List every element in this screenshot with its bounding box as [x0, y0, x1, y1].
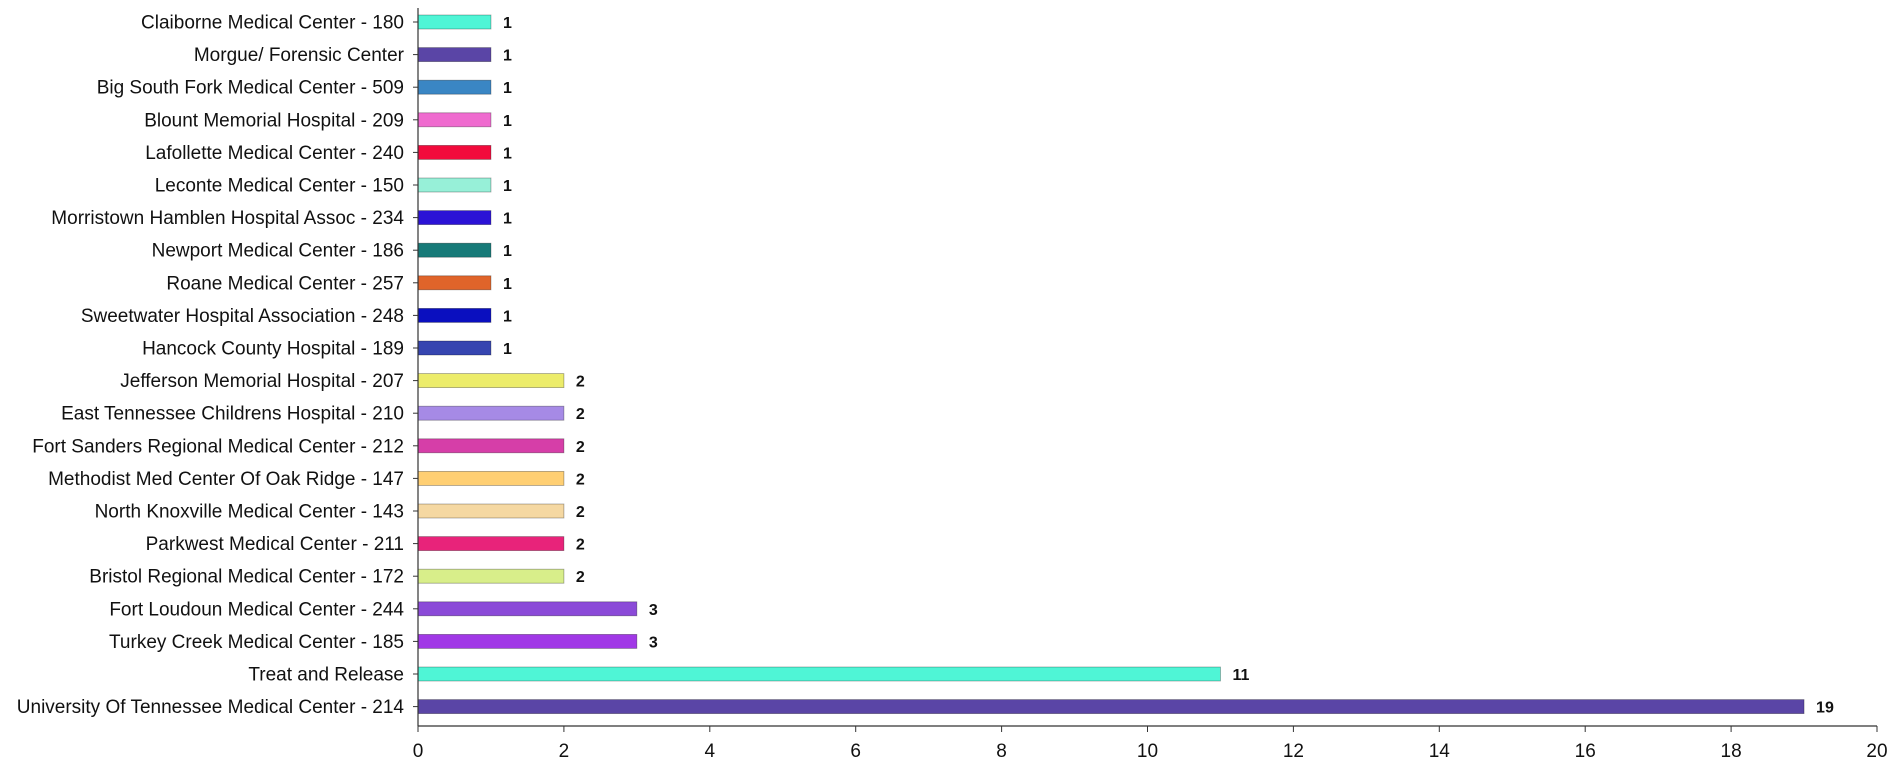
bar: [417, 340, 492, 356]
category-label: Blount Memorial Hospital - 209: [144, 110, 404, 131]
x-tick-label: 20: [1866, 741, 1887, 762]
bar: [417, 79, 492, 95]
category-label: Fort Loudoun Medical Center - 244: [109, 599, 404, 620]
x-tick-label: 12: [1283, 741, 1304, 762]
bar: [417, 503, 565, 519]
value-label: 2: [576, 504, 585, 521]
category-label: Fort Sanders Regional Medical Center - 2…: [32, 436, 404, 457]
value-label: 1: [503, 48, 512, 65]
bar: [417, 177, 492, 193]
value-label: 1: [503, 15, 512, 32]
value-label: 1: [503, 276, 512, 293]
bars-layer: Claiborne Medical Center - 180 1 Morgue/ F…: [17, 13, 1834, 719]
category-label: Hancock County Hospital - 189: [142, 339, 404, 360]
category-label: North Knoxville Medical Center - 143: [95, 502, 404, 523]
value-label: 1: [503, 113, 512, 130]
category-label: Lafollette Medical Center - 240: [145, 143, 404, 164]
x-tick-label: 0: [413, 741, 424, 762]
bar: [417, 438, 565, 454]
value-label: 2: [576, 537, 585, 554]
x-tick-label: 4: [705, 741, 716, 762]
value-label: 2: [576, 471, 585, 488]
value-label: 1: [503, 178, 512, 195]
bar: [417, 405, 565, 421]
bar: [417, 470, 565, 486]
category-label: Jefferson Memorial Hospital - 207: [120, 371, 404, 392]
bar: [417, 307, 492, 323]
category-label: Roane Medical Center - 257: [166, 273, 404, 294]
value-label: 11: [1232, 667, 1249, 684]
bar: [417, 373, 565, 389]
bar: [417, 47, 492, 62]
category-label: University Of Tennessee Medical Center -…: [17, 697, 405, 718]
bar: [417, 275, 492, 291]
bar: [417, 666, 1221, 682]
x-tick-label: 14: [1429, 741, 1451, 762]
category-label: Methodist Med Center Of Oak Ridge - 147: [48, 469, 404, 490]
category-label: Morgue/ Forensic Center: [194, 45, 405, 66]
axis-layer: 0 2 4 6 8 10 12 14 16 18 20: [413, 8, 1888, 762]
x-tick-label: 2: [559, 741, 570, 762]
category-label: Bristol Regional Medical Center - 172: [89, 567, 404, 588]
value-label: 2: [576, 569, 585, 586]
value-label: 1: [503, 211, 512, 228]
category-label: Big South Fork Medical Center - 509: [97, 78, 404, 99]
value-label: 2: [576, 406, 585, 423]
category-label: Treat and Release: [248, 665, 404, 686]
bar: [417, 536, 565, 551]
value-label: 1: [503, 80, 512, 97]
value-label: 1: [503, 243, 512, 260]
x-tick-label: 8: [996, 741, 1007, 762]
category-label: Leconte Medical Center - 150: [155, 176, 404, 197]
x-tick-label: 10: [1137, 741, 1158, 762]
value-label: 19: [1816, 700, 1834, 717]
value-label: 1: [503, 145, 512, 162]
value-label: 3: [649, 602, 658, 619]
bar: [417, 210, 492, 226]
value-label: 2: [576, 374, 585, 391]
x-tick-label: 16: [1575, 741, 1596, 762]
category-label: Newport Medical Center - 186: [152, 241, 404, 262]
bar: [417, 634, 638, 649]
x-tick-label: 18: [1721, 741, 1742, 762]
value-label: 1: [503, 308, 512, 325]
bar: [417, 242, 492, 258]
x-tick-label: 6: [850, 741, 861, 762]
bar: [417, 112, 492, 128]
value-label: 3: [649, 634, 658, 651]
bar: [417, 14, 492, 30]
value-label: 1: [503, 341, 512, 358]
category-label: Turkey Creek Medical Center - 185: [109, 632, 404, 653]
bar: [417, 144, 492, 160]
category-label: Sweetwater Hospital Association - 248: [81, 306, 404, 327]
bar: [417, 699, 1805, 714]
category-label: Parkwest Medical Center - 211: [146, 534, 404, 555]
category-label: East Tennessee Childrens Hospital - 210: [61, 404, 404, 425]
category-label: Claiborne Medical Center - 180: [141, 13, 404, 34]
value-label: 2: [576, 439, 585, 456]
bar: [417, 568, 565, 584]
category-label: Morristown Hamblen Hospital Assoc - 234: [51, 208, 404, 229]
bar: [417, 601, 638, 617]
